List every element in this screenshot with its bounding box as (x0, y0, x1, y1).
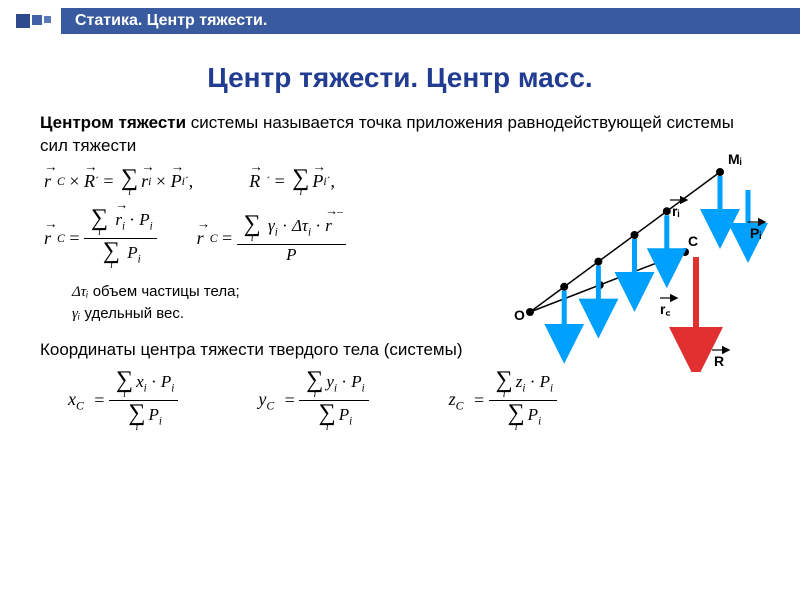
eq-rc-frac: rC = ∑i ri · Pi ∑i Pi (44, 206, 157, 271)
svg-text:R: R (714, 353, 724, 369)
page-title: Центр тяжести. Центр масс. (0, 62, 800, 94)
formula-row-3: xC = ∑ixi · Pi ∑iPi yC = ∑iyi · Pi ∑iPi … (68, 368, 760, 433)
eq-zc: zC = ∑izi · Pi ∑iPi (449, 368, 557, 433)
svg-text:r꜀: r꜀ (660, 301, 670, 317)
eq-xc: xC = ∑ixi · Pi ∑iPi (68, 368, 178, 433)
eq-yc: yC = ∑iyi · Pi ∑iPi (258, 368, 368, 433)
header-decor-squares (16, 14, 51, 28)
note-gamma: γᵢ (72, 306, 80, 322)
definition-bold: Центром тяжести (40, 113, 186, 132)
diagram-svg: Mᵢ rᵢ Pᵢ C Or꜀ R (500, 142, 780, 372)
eq-rc-gamma: rC = ∑i γi · Δτi · r ¯ P (197, 206, 346, 271)
header: Статика. Центр тяжести. (0, 0, 800, 42)
diagram: Mᵢ rᵢ Pᵢ C Or꜀ R (500, 142, 780, 372)
svg-text:O: O (514, 307, 525, 323)
content: Центром тяжести системы называется точка… (0, 112, 800, 433)
svg-text:Pᵢ: Pᵢ (750, 225, 761, 241)
eq-rc-cross-R: rC × R´ = ∑i ri × Pi´, (44, 166, 193, 198)
eq-R-sum-Pi: R´ = ∑i Pi´, (249, 166, 335, 198)
svg-text:rᵢ: rᵢ (672, 203, 679, 219)
svg-text:Mᵢ: Mᵢ (728, 151, 742, 167)
svg-text:C: C (688, 233, 698, 249)
note-dtau: Δτᵢ (72, 284, 89, 300)
breadcrumb: Статика. Центр тяжести. (61, 8, 800, 34)
